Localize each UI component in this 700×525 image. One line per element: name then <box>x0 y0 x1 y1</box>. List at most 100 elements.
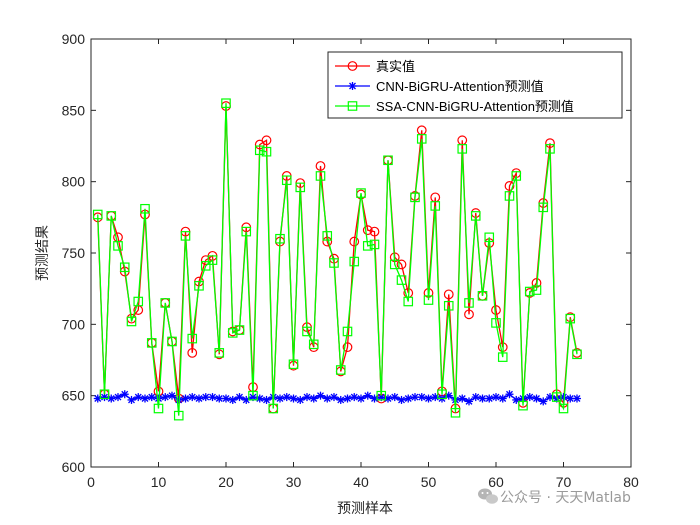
wechat-icon <box>478 488 498 504</box>
star-stroke <box>229 396 237 404</box>
star-stroke <box>148 393 156 401</box>
data-point <box>539 397 548 406</box>
data-point <box>572 349 582 360</box>
data-point <box>295 182 306 193</box>
data-point <box>134 393 143 402</box>
data-point <box>430 201 441 211</box>
star-stroke <box>472 393 480 401</box>
data-point <box>261 135 272 146</box>
star-stroke <box>101 393 108 401</box>
data-point <box>417 393 426 402</box>
star-stroke <box>256 395 264 402</box>
data-point <box>195 394 203 403</box>
data-point <box>532 394 541 403</box>
data-point <box>222 394 230 403</box>
data-point <box>168 391 176 400</box>
x-axis-label: 预测样本 <box>337 501 393 517</box>
y-tick-label: 700 <box>62 316 86 332</box>
x-tick-label: 20 <box>218 474 234 490</box>
data-point <box>126 316 137 327</box>
data-point <box>531 285 542 295</box>
star-stroke <box>553 395 561 402</box>
data-point <box>201 393 210 402</box>
star-stroke <box>411 393 419 401</box>
data-point <box>350 393 359 402</box>
data-point <box>208 393 217 402</box>
star-stroke <box>479 395 486 402</box>
data-point <box>282 393 291 402</box>
data-point <box>383 155 393 166</box>
star-stroke <box>533 395 540 402</box>
star-stroke <box>121 390 129 398</box>
data-point <box>566 394 575 403</box>
data-point <box>99 389 110 400</box>
data-point <box>458 394 467 403</box>
star-stroke <box>290 395 297 402</box>
data-point <box>119 262 130 273</box>
star-stroke <box>398 396 405 404</box>
star-stroke <box>344 395 351 402</box>
data-point <box>254 139 265 150</box>
data-point <box>384 394 392 403</box>
star-stroke <box>404 395 412 402</box>
star-stroke <box>357 395 365 402</box>
star-stroke <box>391 393 399 401</box>
data-point <box>478 394 487 403</box>
data-point <box>389 259 400 270</box>
star-stroke <box>209 393 216 401</box>
data-point <box>573 394 581 403</box>
data-point <box>241 226 252 237</box>
data-point <box>504 181 515 191</box>
data-point <box>281 175 292 186</box>
data-point <box>92 209 103 220</box>
series-3 <box>92 98 582 421</box>
data-point <box>100 393 109 402</box>
y-axis: 600 650 700 750 800 850 900 <box>62 31 631 475</box>
x-tick-label: 60 <box>488 474 504 490</box>
star-stroke <box>573 395 581 402</box>
x-tick-label: 10 <box>151 474 167 490</box>
star-stroke <box>492 393 500 401</box>
y-tick-label: 600 <box>62 459 86 475</box>
data-point <box>262 395 271 404</box>
data-point <box>411 393 419 402</box>
data-point <box>207 255 218 265</box>
data-point <box>498 394 507 403</box>
x-tick-label: 80 <box>623 474 639 490</box>
star-stroke <box>107 395 115 402</box>
x-tick-label: 0 <box>87 474 95 490</box>
data-point <box>356 188 366 198</box>
data-point <box>485 394 494 403</box>
data-point <box>396 259 407 270</box>
data-point <box>545 138 555 149</box>
legend-marker <box>348 82 357 90</box>
data-point <box>194 281 204 291</box>
data-point <box>316 391 325 400</box>
data-point <box>215 394 224 403</box>
data-point <box>492 393 500 402</box>
data-point <box>187 347 198 358</box>
legend: 真实值 CNN-BiGRU-Attention预测值 SSA-CNN-BiGRU-A… <box>327 51 623 119</box>
data-point <box>248 390 258 401</box>
star-stroke <box>384 395 392 402</box>
star-stroke <box>188 393 196 401</box>
data-point <box>403 296 414 307</box>
watermark-text: 公众号 · 天天Matlab <box>500 490 631 506</box>
data-point <box>160 298 171 308</box>
data-point <box>450 407 461 418</box>
data-point <box>464 298 474 308</box>
data-point <box>423 295 434 305</box>
star-stroke <box>323 395 331 402</box>
star-stroke <box>512 396 520 404</box>
data-point <box>505 390 514 399</box>
star-stroke <box>485 395 493 402</box>
star-stroke <box>539 397 547 405</box>
data-point <box>342 342 353 353</box>
y-tick-label: 850 <box>62 102 86 118</box>
data-point <box>511 171 522 181</box>
data-point <box>276 394 284 403</box>
data-point <box>113 241 123 251</box>
data-point <box>147 393 156 402</box>
star-stroke <box>364 392 372 400</box>
data-point <box>465 397 473 406</box>
